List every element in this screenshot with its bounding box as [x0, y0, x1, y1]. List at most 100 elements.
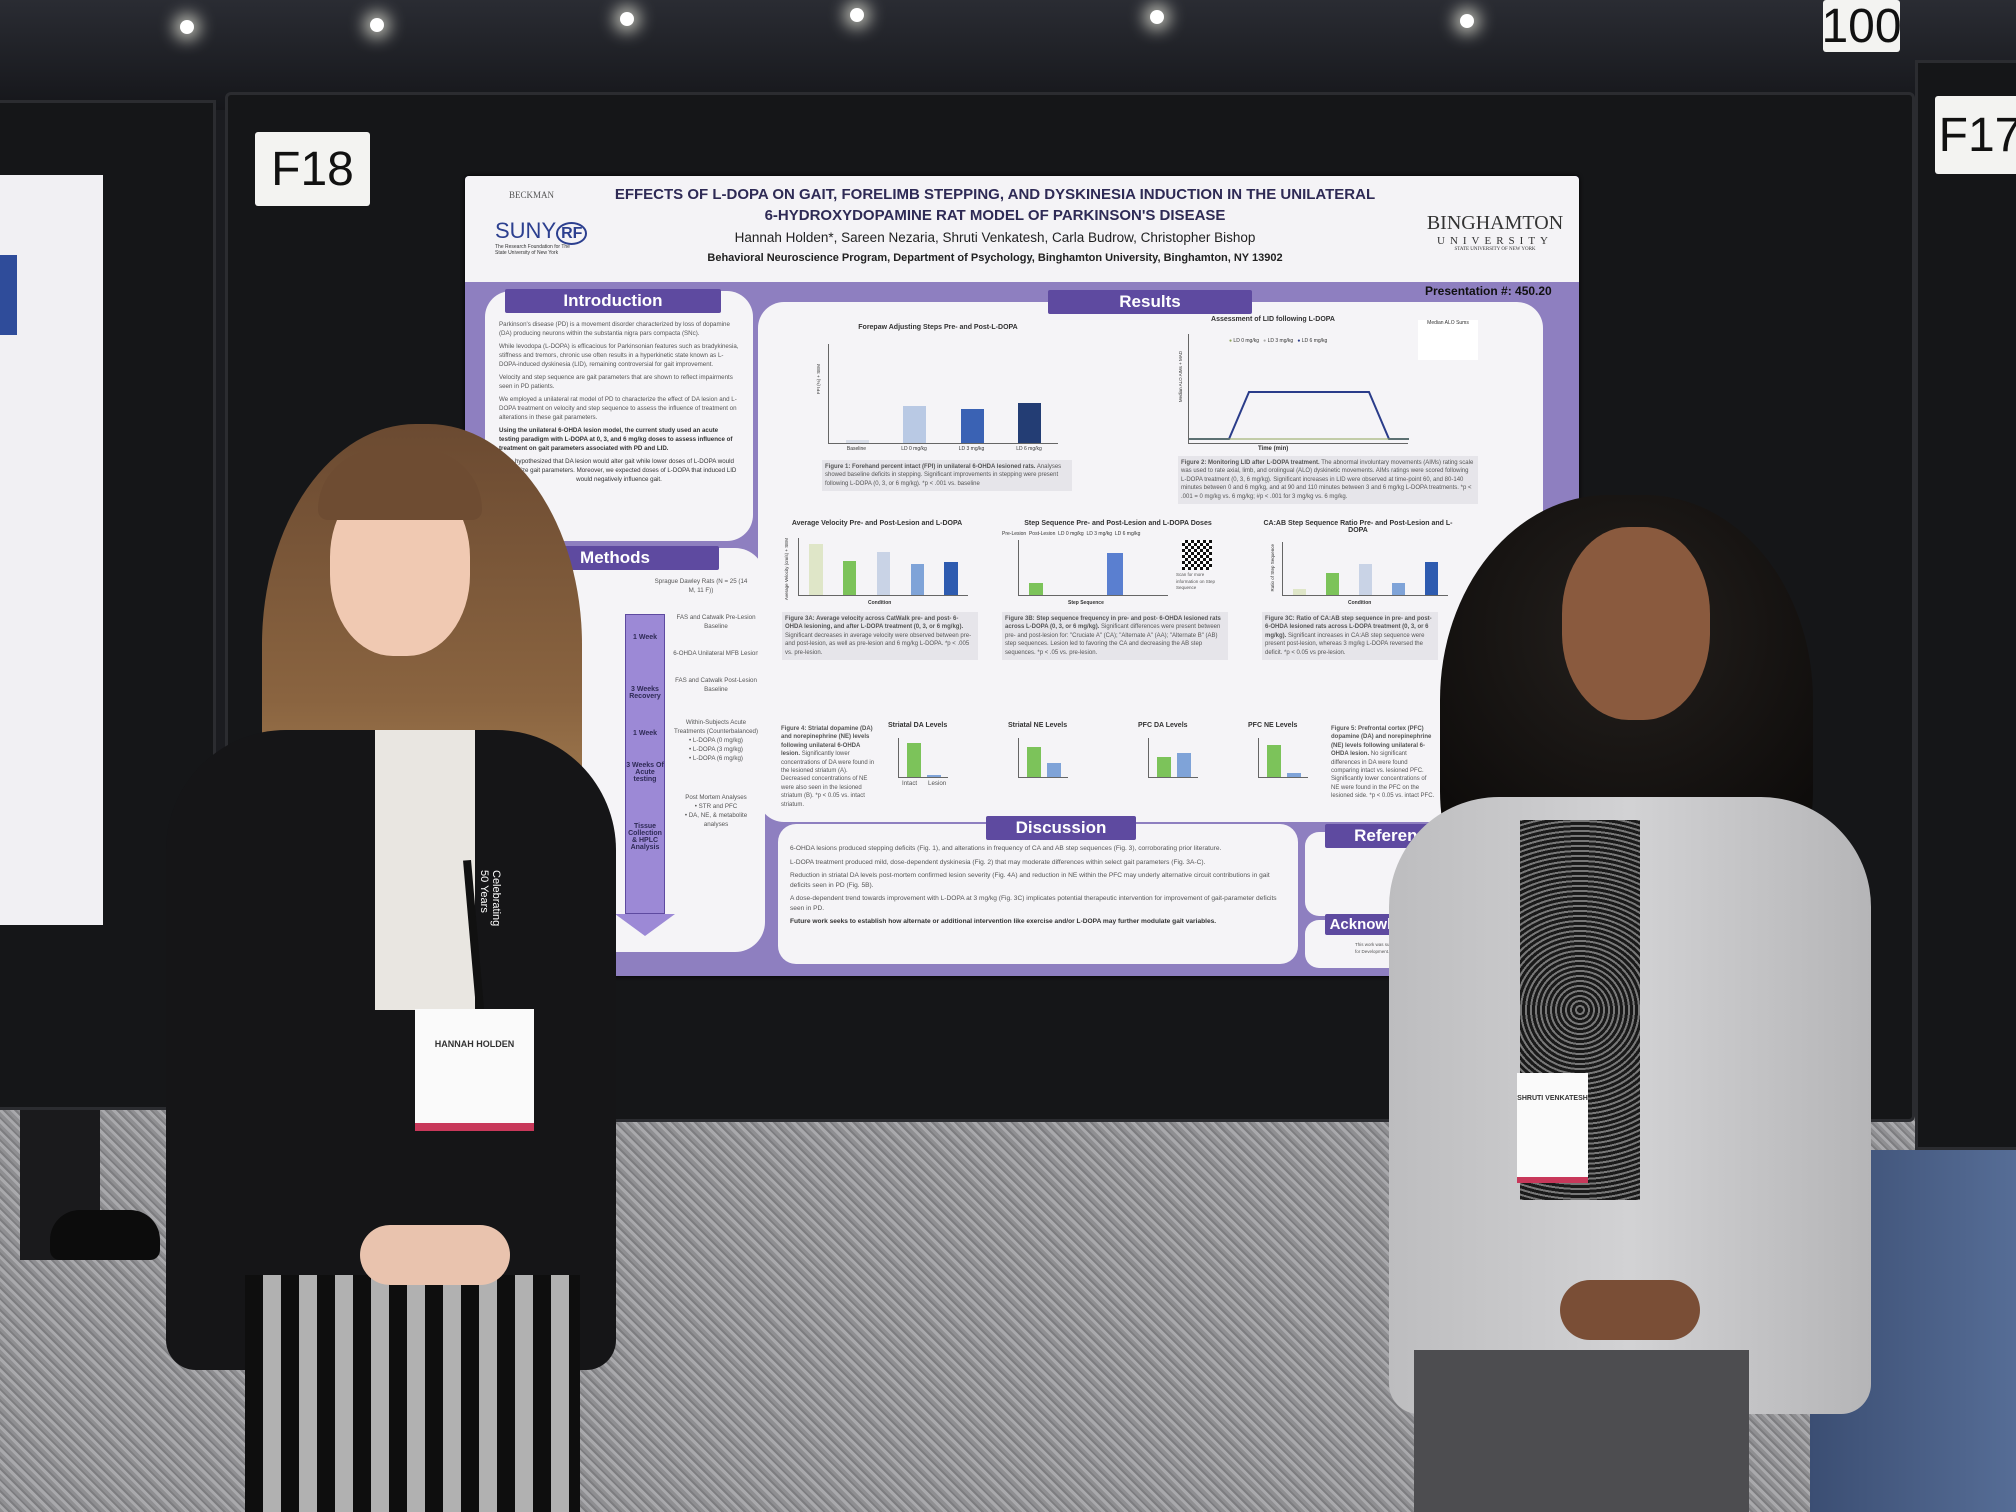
binghamton-logo: BINGHAMTON UNIVERSITY STATE UNIVERSITY O… — [1420, 212, 1570, 252]
figure-3c-caption: Figure 3C: Ratio of CA:AB step sequence … — [1262, 612, 1438, 660]
legend-item: LD 0 mg/kg — [1233, 338, 1259, 344]
lanyard-text: Celebrating 50 Years — [478, 870, 502, 927]
figure-2-legend: ● LD 0 mg/kg ● LD 3 mg/kg ● LD 6 mg/kg — [1229, 338, 1327, 344]
bar — [1017, 403, 1041, 443]
figure-3c: CA:AB Step Sequence Ratio Pre- and Post-… — [1258, 520, 1458, 660]
figure-3a-title: Average Velocity Pre- and Post-Lesion an… — [791, 520, 963, 527]
figure-3b-caption: Figure 3B: Step sequence frequency in pr… — [1002, 612, 1228, 660]
figure-1-plot — [828, 344, 1058, 444]
discussion-panel: Discussion 6-OHDA lesions produced stepp… — [778, 816, 1298, 964]
plaid-pants — [245, 1275, 580, 1512]
legend-item: LD 3 mg/kg — [1267, 338, 1294, 344]
caption-text: Significant increases in CA:AB step sequ… — [1265, 632, 1425, 656]
pfc-ne-title: PFC NE Levels — [1248, 722, 1298, 729]
discussion-bullet: L-DOPA treatment produced mild, dose-dep… — [790, 858, 1206, 866]
bar — [1358, 564, 1373, 595]
rf-subtitle: The Research Foundation for The State Un… — [495, 244, 570, 256]
poster-affiliation: Behavioral Neuroscience Program, Departm… — [707, 252, 1283, 264]
booth-sign-f17: F17 — [1935, 96, 2016, 174]
timeline-arrow — [625, 614, 665, 914]
figure-2-inset: Median ALO Sums — [1418, 320, 1478, 360]
intro-bullet: While levodopa (L-DOPA) is efficacious f… — [499, 342, 739, 368]
results-heading: Results — [1048, 290, 1252, 314]
methods-note: 6-OHDA Unilateral MFB Lesion — [673, 649, 759, 657]
university-text: UNIVERSITY — [1437, 235, 1553, 247]
qr-note: Scan for more information on Step Sequen… — [1176, 572, 1216, 591]
figure-1-caption: Figure 1: Forehand percent intact (FPI) … — [822, 460, 1072, 492]
figure-1-category: LD 6 mg/kg — [1016, 446, 1042, 452]
caption-text: Significantly lower concentrations of DA… — [781, 751, 875, 808]
caption-title: Figure 3B: Step sequence frequency in pr… — [1005, 616, 1221, 631]
caption-text: Significant differences were present bet… — [1005, 624, 1221, 656]
intro-bullet: Parkinson's disease (PD) is a movement d… — [499, 321, 730, 337]
figure-2-caption: Figure 2: Monitoring LID after L-DOPA tr… — [1178, 456, 1478, 504]
poster-header: BECKMAN SUNY RF The Research Foundation f… — [465, 176, 1579, 282]
figure-3c-ylabel: Ratio of Step Sequence — [1270, 544, 1275, 592]
figure-3c-xlabel: Condition — [1348, 600, 1372, 606]
results-panel: Results Forepaw Adjusting Steps Pre- and… — [758, 290, 1543, 822]
legend-item: LD 6 mg/kg — [1301, 338, 1328, 344]
figure-1-title: Forepaw Adjusting Steps Pre- and Post-L-… — [858, 324, 1018, 331]
bar — [1424, 562, 1439, 595]
figure-2-xlabel: Time (min) — [1258, 446, 1289, 452]
figure-1-category: LD 3 mg/kg — [958, 446, 985, 452]
figure-1-category: LD 0 mg/kg — [901, 446, 927, 452]
badge-name: SHRUTI VENKATESH — [1517, 1095, 1588, 1102]
figure-1-category: Baseline — [846, 446, 867, 452]
introduction-heading: Introduction — [505, 289, 721, 313]
timeline-step: 3 Weeks Recovery — [629, 686, 661, 700]
legend-marker: ● — [1263, 338, 1267, 344]
bar — [876, 552, 891, 595]
figure-3a-ylabel: Average Velocity (cm/s) + SEM — [784, 538, 789, 601]
suny-text: SUNY — [495, 218, 557, 243]
timeline-step: 1 Week — [633, 634, 657, 641]
white-top — [375, 730, 475, 1010]
poster-title-line1: EFFECTS OF L-DOPA ON GAIT, FORELIMB STEP… — [614, 186, 1376, 203]
figure-1-ylabel: FPI (%) + SEM — [816, 364, 821, 395]
face — [1562, 527, 1710, 720]
methods-subjects: Sprague Dawley Rats (N = 25 (14 M, 11 F)… — [654, 578, 748, 594]
figure-2-title: Assessment of LID following L-DOPA — [1211, 316, 1335, 323]
ceiling-light — [1460, 14, 1474, 28]
legend-marker: ● — [1297, 338, 1301, 344]
striatal-da-title: Striatal DA Levels — [888, 722, 948, 729]
legend-marker: ● — [1229, 338, 1233, 344]
rf-text: RF — [556, 222, 588, 245]
methods-note: • L-DOPA (0 mg/kg) — [689, 736, 743, 744]
figure-3b: Step Sequence Pre- and Post-Lesion and L… — [998, 520, 1238, 660]
intro-bullet: We employed a unilateral rat model of PD… — [499, 395, 737, 421]
discussion-bullet: 6-OHDA lesions produced stepping deficit… — [790, 845, 1222, 852]
figure-5-caption: Figure 5: Prefrontal cortex (PFC) dopami… — [1328, 722, 1438, 804]
lid-line-chart — [1189, 391, 1409, 440]
figure-3a-plot — [798, 538, 968, 596]
methods-note: FAS and Catwalk Post-Lesion Baseline — [675, 676, 757, 693]
ceiling-light — [370, 18, 384, 32]
figure-4-caption: Figure 4: Striatal dopamine (DA) and nor… — [778, 722, 878, 812]
gray-pants — [1414, 1350, 1749, 1512]
bar — [1325, 573, 1340, 595]
bar — [1292, 588, 1307, 595]
introduction-text: Parkinson's disease (PD) is a movement d… — [499, 321, 739, 489]
figure-3a: Average Velocity Pre- and Post-Lesion an… — [772, 520, 982, 660]
striatal-da-plot — [898, 738, 948, 778]
intro-bullet: Velocity and step sequence are gait para… — [499, 373, 733, 390]
pfc-da-plot — [1148, 738, 1198, 778]
qr-code[interactable] — [1182, 540, 1212, 570]
discussion-text: 6-OHDA lesions produced stepping deficit… — [790, 844, 1290, 931]
lesion-label: Lesion — [928, 780, 947, 787]
timeline-step: 3 Weeks Of Acute testing — [626, 762, 664, 783]
bar — [960, 409, 984, 443]
ceiling-light — [1150, 10, 1164, 24]
bar — [903, 406, 927, 443]
discussion-bullet: Reduction in striatal DA levels post-mor… — [790, 872, 1270, 889]
booth-sign-f18: F18 — [255, 132, 370, 206]
methods-note: • L-DOPA (3 mg/kg) — [689, 745, 743, 753]
caption-title: Figure 5: Prefrontal cortex (PFC) dopami… — [1331, 726, 1432, 758]
bar — [910, 563, 925, 595]
ceiling-light — [620, 12, 634, 26]
discussion-future: Future work seeks to establish how alter… — [790, 918, 1217, 926]
methods-note: • STR and PFC — [694, 802, 738, 810]
figure-3a-caption: Figure 3A: Average velocity across CatWa… — [782, 612, 978, 660]
name-badge-right: SHRUTI VENKATESH — [1517, 1073, 1588, 1183]
caption-text: The abnormal involuntary movements (AIMs… — [1181, 460, 1474, 500]
